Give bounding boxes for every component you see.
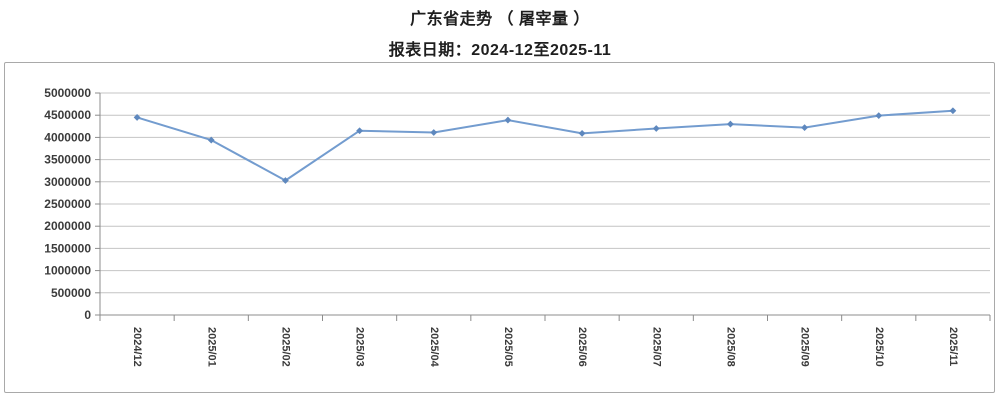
data-point-marker (504, 116, 512, 124)
data-point-marker (430, 129, 438, 136)
y-axis-label: 4000000 (44, 130, 91, 144)
y-axis-label: 3000000 (44, 175, 91, 189)
y-axis-label: 4500000 (44, 108, 91, 122)
data-point-marker (652, 125, 660, 132)
data-point-marker (801, 124, 808, 132)
x-axis-label: 2025/04 (428, 327, 440, 368)
y-axis-label: 1500000 (44, 241, 91, 255)
y-axis-label: 1000000 (44, 264, 91, 278)
data-point-marker (133, 114, 141, 121)
x-axis-label: 2025/03 (354, 327, 366, 367)
x-axis-label: 2025/01 (205, 327, 217, 367)
x-axis-label: 2025/08 (724, 327, 736, 367)
data-point-marker (356, 127, 363, 135)
x-axis-label: 2025/09 (799, 327, 811, 367)
line-chart: 0 500000 1000000 1500000 2000000 2500000 30000… (44, 86, 991, 368)
y-axis-label: 500000 (51, 286, 91, 300)
data-point-marker (727, 120, 734, 128)
chart-subtitle: 报表日期：2024-12至2025-11 (388, 42, 612, 59)
y-axis-label: 2000000 (44, 219, 91, 233)
chart-container: 0 500000 1000000 1500000 2000000 2500000 30000… (4, 62, 995, 393)
x-axis-label: 2025/05 (502, 327, 514, 367)
x-axis-label: 2025/07 (650, 327, 662, 367)
x-axis-label: 2025/06 (576, 327, 588, 367)
data-point-marker (949, 107, 957, 115)
data-point-marker (207, 136, 215, 144)
x-axis-label: 2025/10 (873, 327, 885, 367)
x-axis-label: 2024/12 (131, 327, 143, 367)
series-line (136, 109, 954, 182)
chart-title: 广东省走势 （ 屠宰量 ） (410, 11, 590, 28)
y-axis-label: 0 (84, 308, 91, 322)
x-axis-label: 2025/11 (947, 327, 959, 366)
data-point-marker (578, 130, 586, 137)
y-axis-label: 5000000 (44, 86, 91, 100)
data-point-marker (875, 112, 883, 120)
data-point-marker (282, 177, 289, 184)
y-axis-label: 3500000 (44, 153, 91, 167)
y-axis-label: 2500000 (44, 197, 91, 211)
x-axis-label: 2025/02 (279, 327, 291, 367)
